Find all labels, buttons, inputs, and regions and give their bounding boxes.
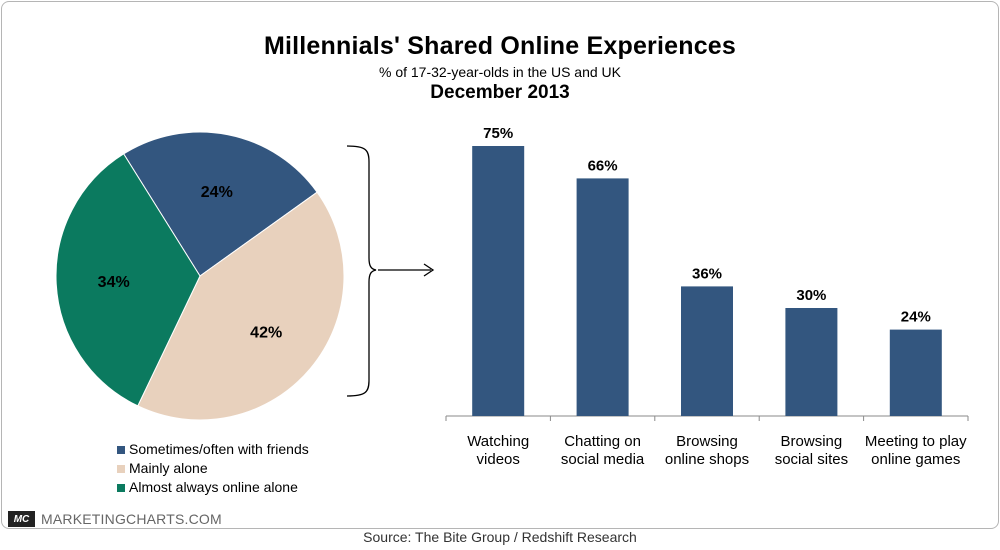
x-tick-label: online games (871, 451, 960, 468)
pie-slice-friends (123, 131, 318, 277)
chart-subtitle: % of 17-32-year-olds in the US and UK (378, 64, 621, 80)
pie-legend: Sometimes/often with friends Mainly alon… (117, 440, 309, 497)
x-tick-label: online shops (665, 451, 749, 468)
legend-swatch-always-alone (117, 483, 125, 492)
chart-date: December 2013 (430, 82, 570, 103)
x-tick-label: Watching (467, 433, 529, 450)
x-tick-label: Meeting to play (865, 433, 967, 450)
pie-slice-mainly-alone (137, 191, 345, 421)
x-tick-label: Browsing (781, 433, 843, 450)
x-tick-label: videos (477, 451, 520, 468)
x-tick-label: Chatting on (564, 433, 641, 450)
pie-value-label-always-alone: 34% (98, 274, 130, 291)
source-note: Source: The Bite Group / Redshift Resear… (363, 529, 637, 545)
pie-chart: 24% 42% 34% (55, 131, 345, 421)
bracket-connector (346, 145, 435, 397)
bar-value-label: 66% (588, 157, 618, 174)
bar-value-label: 24% (901, 309, 931, 326)
arrow-head (423, 263, 435, 277)
brand-logo: MC (8, 511, 35, 527)
bar (785, 308, 838, 416)
legend-label-mainly-alone: Mainly alone (129, 460, 208, 476)
legend-label-always-alone: Almost always online alone (129, 479, 298, 495)
pie-slice-always-alone (55, 153, 201, 407)
bar (681, 286, 733, 416)
brand: MC MARKETINGCHARTS.COM (8, 511, 222, 527)
bar-value-label: 36% (692, 265, 722, 282)
legend-item-mainly-alone: Mainly alone (117, 459, 309, 478)
pie-value-label-mainly-alone: 42% (250, 325, 282, 342)
legend-swatch-mainly-alone (117, 464, 125, 473)
x-tick-label: social media (561, 451, 645, 468)
bar (576, 178, 629, 416)
bar-value-label: 30% (796, 287, 826, 304)
brand-name: MARKETINGCHARTS.COM (41, 511, 222, 527)
chart-title: Millennials' Shared Online Experiences (263, 32, 737, 60)
bar-value-label: 75% (483, 125, 513, 142)
bar (472, 146, 525, 416)
pie-value-label-friends: 24% (201, 184, 233, 201)
legend-label-friends: Sometimes/often with friends (129, 441, 309, 457)
legend-item-friends: Sometimes/often with friends (117, 440, 309, 459)
x-tick-label: social sites (775, 451, 848, 468)
x-tick-label: Browsing (676, 433, 738, 450)
legend-item-always-alone: Almost always online alone (117, 478, 309, 497)
bar (889, 329, 942, 416)
bracket (346, 145, 377, 397)
legend-swatch-friends (117, 445, 125, 454)
